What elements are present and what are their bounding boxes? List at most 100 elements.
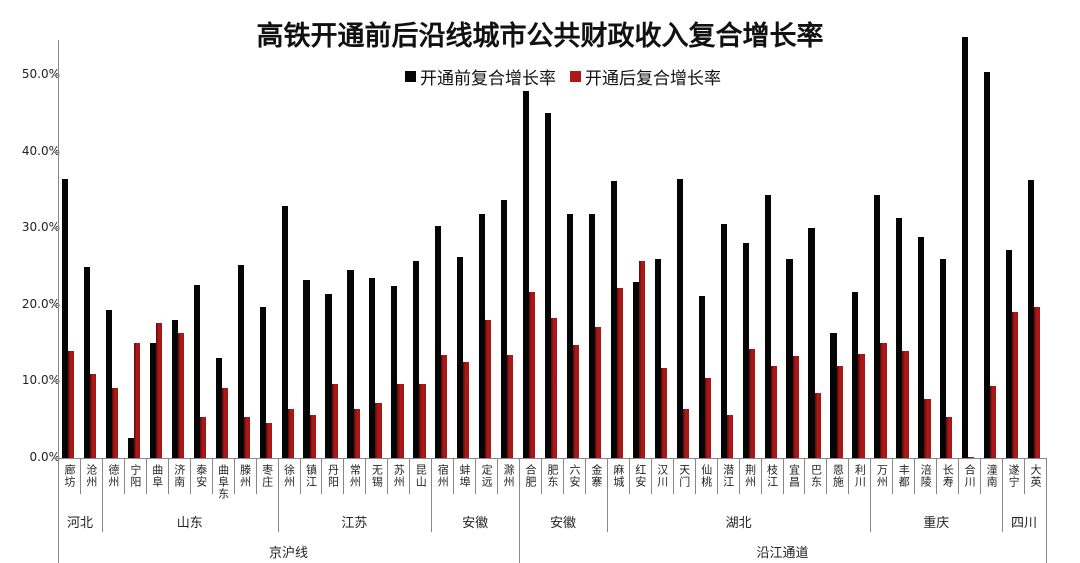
province-group-label: 重庆 — [923, 516, 950, 531]
province-separator — [277, 458, 279, 532]
x-tick — [79, 458, 81, 494]
x-tick — [716, 458, 718, 494]
bar-after — [1012, 311, 1019, 458]
bar-after — [682, 408, 689, 458]
category-label: 巴东 — [809, 464, 823, 488]
bar-after — [397, 383, 404, 458]
bar-after — [507, 355, 514, 458]
category-label: 丹阳 — [326, 464, 340, 488]
category-label: 镇江 — [304, 464, 318, 488]
x-tick — [299, 458, 301, 494]
x-tick — [233, 458, 235, 494]
bar-after — [704, 378, 711, 458]
y-tick-label: 50.0% — [21, 67, 60, 81]
bar-before — [237, 264, 244, 458]
category-label: 大英 — [1029, 464, 1043, 488]
bar-before — [281, 205, 288, 458]
bar-after — [441, 355, 448, 458]
category-label: 蚌埠 — [458, 464, 472, 488]
category-label: 徐州 — [282, 464, 296, 488]
bar-after — [836, 366, 843, 458]
bar-after — [748, 349, 755, 458]
line-separator — [519, 458, 521, 563]
x-tick — [365, 458, 367, 494]
bar-before — [786, 258, 793, 458]
category-label: 廊坊 — [62, 464, 76, 488]
province-separator — [431, 458, 433, 532]
y-tick — [54, 458, 58, 459]
bar-before — [698, 296, 705, 458]
x-tick — [694, 458, 696, 494]
bar-after — [529, 291, 536, 458]
x-tick — [782, 458, 784, 494]
category-label: 仙桃 — [699, 464, 713, 488]
chart-legend: 开通前复合增长率 开通后复合增长率 — [405, 64, 721, 89]
category-label: 曲阜 — [150, 464, 164, 488]
bar-before — [852, 291, 859, 458]
y-tick-label: 20.0% — [21, 296, 60, 311]
category-label: 滕州 — [238, 464, 252, 488]
bar-after — [880, 343, 887, 458]
bar-after — [1034, 307, 1041, 458]
x-tick — [497, 458, 499, 494]
bar-before — [479, 213, 486, 458]
category-label: 万州 — [875, 464, 889, 488]
bar-after — [353, 408, 360, 458]
bar-after — [112, 388, 119, 458]
bar-after — [221, 388, 228, 458]
bar-before — [632, 281, 639, 458]
x-tick — [387, 458, 389, 494]
x-tick — [584, 458, 586, 494]
bar-before — [215, 358, 222, 458]
x-tick — [189, 458, 191, 494]
bar-after — [858, 353, 865, 458]
bar-before — [962, 36, 969, 458]
category-label: 麻城 — [611, 464, 625, 488]
x-tick — [980, 458, 982, 494]
legend-swatch-red — [570, 71, 581, 82]
legend-item-before: 开通前复合增长率 — [405, 64, 556, 89]
bar-before — [325, 294, 332, 458]
bar-before — [391, 285, 398, 458]
category-label: 涪陵 — [919, 464, 933, 488]
bar-before — [654, 258, 661, 458]
line-group-label: 京沪线 — [269, 546, 309, 561]
legend-swatch-black — [405, 71, 416, 82]
category-label: 苏州 — [392, 464, 406, 488]
bar-before — [676, 179, 683, 458]
y-tick — [54, 228, 58, 230]
category-label: 汉川 — [655, 464, 669, 488]
bar-after — [660, 368, 668, 458]
x-tick — [541, 458, 543, 494]
x-tick — [562, 458, 564, 494]
bar-after — [814, 392, 821, 458]
bar-after — [463, 362, 470, 458]
bar-after — [726, 415, 733, 458]
category-label: 枝江 — [765, 464, 779, 488]
bar-before — [303, 280, 310, 458]
category-label: 泰安 — [194, 464, 208, 488]
x-tick — [167, 458, 169, 494]
bar-before — [1006, 249, 1013, 458]
category-label: 长寿 — [941, 464, 955, 488]
bar-after — [68, 350, 75, 458]
x-tick — [1024, 458, 1026, 494]
line-separator — [1046, 458, 1047, 563]
x-tick — [892, 458, 894, 494]
bar-before — [61, 179, 69, 458]
y-tick — [54, 381, 58, 383]
bar-after — [90, 373, 97, 458]
bar-after — [968, 457, 975, 458]
x-axis-line — [58, 458, 1046, 459]
bar-after — [243, 416, 250, 458]
y-tick-label: 40.0% — [21, 143, 60, 158]
category-label: 常州 — [348, 464, 362, 488]
bar-before — [808, 228, 815, 458]
legend-label-before: 开通前复合增长率 — [420, 69, 556, 89]
y-tick — [54, 304, 58, 306]
bar-after — [375, 402, 382, 458]
x-tick — [936, 458, 938, 494]
bar-after — [485, 320, 492, 458]
category-label: 遂宁 — [1007, 464, 1021, 488]
category-label: 恩施 — [831, 464, 845, 488]
